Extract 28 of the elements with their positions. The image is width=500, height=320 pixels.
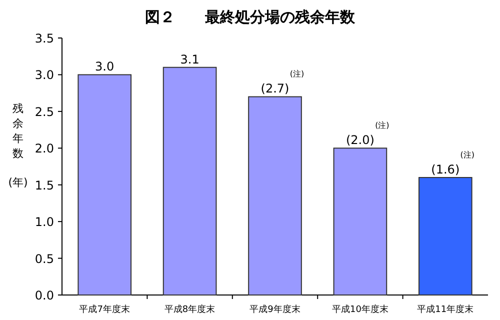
y-tick-label: 0.0 <box>34 288 54 302</box>
annotation: (注) <box>375 121 390 130</box>
data-label: 3.1 <box>180 52 200 66</box>
annotation: (注) <box>290 70 304 79</box>
bar <box>418 177 472 296</box>
y-tick-label: 1.0 <box>34 215 54 230</box>
y-tick-label: 0.5 <box>34 252 54 266</box>
bar <box>78 74 132 296</box>
data-label: 3.0 <box>95 60 114 74</box>
y-tick-label: 3.0 <box>34 68 54 82</box>
x-tick-label: 平成10年度末 <box>332 304 388 315</box>
chart-title: 図２ 最終処分場の残余年数 <box>145 8 356 26</box>
y-tick-label: 3.5 <box>34 32 54 46</box>
x-tick-label: 平成7年度末 <box>79 304 130 315</box>
data-label: (2.7) <box>260 82 290 96</box>
x-tick-label: 平成8年度末 <box>164 304 216 315</box>
bar <box>162 66 217 296</box>
bar <box>248 96 302 296</box>
y-tick-label: 2.0 <box>34 142 54 156</box>
text: 残余年数(年) <box>8 102 28 189</box>
x-tick-label: 平成11年度末 <box>417 304 474 315</box>
y-tick-label: 2.5 <box>34 104 54 119</box>
x-tick-label: 平成9年度末 <box>250 304 300 315</box>
annotation: (注) <box>460 150 475 160</box>
y-tick-label: 1.5 <box>34 178 54 192</box>
data-label: (1.6) <box>431 162 460 177</box>
bar <box>333 148 388 296</box>
data-label: (2.0) <box>346 133 374 148</box>
